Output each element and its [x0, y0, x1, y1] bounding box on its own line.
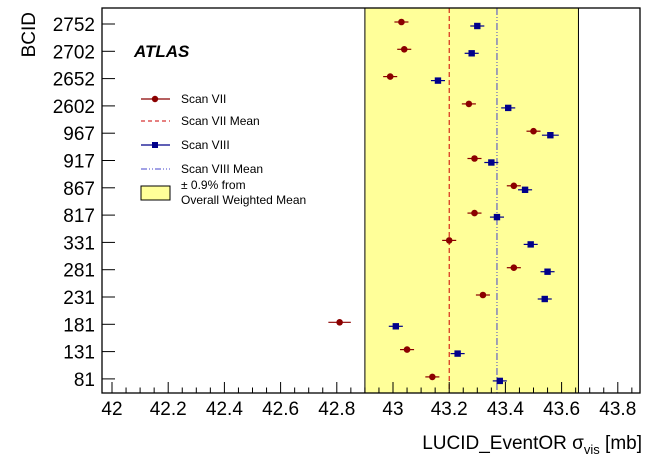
- y-tick-label: 817: [63, 206, 95, 227]
- x-tick-label: 43: [382, 399, 403, 420]
- x-tick-label: 42.8: [318, 399, 355, 420]
- legend-scan7-marker: [151, 95, 159, 103]
- legend-scan7-mean-label: Scan VII Mean: [181, 114, 260, 128]
- legend-band-label-line2: Overall Weighted Mean: [181, 193, 306, 207]
- scan7-point: [510, 264, 518, 272]
- atlas-label: ATLAS: [133, 42, 190, 61]
- x-tick-label: 42.6: [262, 399, 299, 420]
- x-tick-label: 43.4: [487, 399, 524, 420]
- x-axis-title-subscript: vis: [584, 442, 600, 457]
- scan8-point: [521, 186, 529, 193]
- scan7-point: [445, 237, 453, 244]
- y-tick-label: 867: [63, 179, 95, 200]
- x-tick-label: 42.2: [150, 399, 187, 420]
- data-points-layer: [328, 18, 559, 385]
- y-tick-label: 231: [63, 288, 95, 309]
- scan8-point: [496, 377, 503, 385]
- y-tick-label: 281: [63, 261, 95, 282]
- scan7-point: [471, 155, 478, 162]
- x-tick-label: 42.4: [206, 399, 243, 420]
- x-axis-title: LUCID_EventOR σvis [mb]: [422, 433, 642, 457]
- scan8-point: [474, 22, 481, 30]
- y-tick-label: 181: [63, 315, 95, 336]
- x-tick-label: 43.8: [599, 399, 636, 420]
- y-tick-label: 2752: [53, 15, 95, 36]
- y-tick-label: 2652: [53, 70, 95, 91]
- scan7-point: [510, 182, 518, 190]
- scan8-point: [454, 350, 461, 357]
- legend: Scan VII Scan VII Mean Scan VIII Scan VI…: [140, 92, 306, 207]
- scan7-point: [398, 18, 405, 26]
- scan7-point: [465, 100, 473, 108]
- y-tick-label: 331: [63, 233, 95, 254]
- plot-frame: [101, 7, 641, 394]
- y-tick-label: 917: [63, 152, 95, 173]
- y-tick-label: 131: [63, 343, 95, 364]
- scan8-point: [434, 77, 442, 84]
- axis-ticks-layer: [102, 23, 633, 393]
- legend-scan8-marker: [152, 142, 158, 148]
- scan7-point: [429, 373, 436, 381]
- legend-band-label-line1: ± 0.9% from: [181, 178, 246, 192]
- mean-lines-layer: [448, 8, 498, 393]
- scan8-point: [392, 323, 400, 330]
- y-tick-label: 2702: [53, 42, 95, 63]
- x-axis-title-unit: [mb]: [600, 433, 642, 454]
- uncertainty-band-layer: [364, 7, 579, 394]
- x-tick-label: 43.6: [543, 399, 580, 420]
- legend-scan8-mean-label: Scan VIII Mean: [181, 162, 263, 176]
- scan7-point: [336, 319, 343, 326]
- legend-band-swatch: [140, 185, 171, 201]
- y-axis-title: BCID: [19, 12, 40, 57]
- scan7-point: [530, 127, 537, 135]
- x-axis-title-main: LUCID_EventOR σ: [422, 433, 584, 454]
- axis-labels-layer: 42 42.2 42.4 42.6 42.8 43 43.2 43.4 43.6 43.8 2752…: [53, 15, 637, 420]
- legend-scan7-label: Scan VII: [181, 92, 226, 106]
- scan8-point: [527, 241, 534, 248]
- uncertainty-band: [364, 7, 579, 394]
- scan7-point: [471, 209, 478, 217]
- x-tick-label: 42: [101, 399, 122, 420]
- scan7-point: [386, 73, 394, 80]
- scan8-point: [505, 104, 512, 112]
- legend-scan8-label: Scan VIII: [181, 138, 230, 152]
- scan7-point: [479, 291, 487, 299]
- scan8-point: [493, 213, 501, 221]
- scan8-point: [544, 268, 551, 275]
- scan7-point: [403, 346, 411, 353]
- x-tick-label: 43.2: [431, 399, 468, 420]
- scan8-point: [468, 50, 475, 57]
- scan8-point: [488, 159, 495, 166]
- y-tick-label: 2602: [53, 97, 95, 118]
- scan7-point: [400, 46, 408, 53]
- y-tick-label: 81: [74, 370, 95, 391]
- scan8-point: [547, 132, 554, 139]
- scan8-point: [541, 295, 548, 303]
- y-tick-label: 967: [63, 124, 95, 145]
